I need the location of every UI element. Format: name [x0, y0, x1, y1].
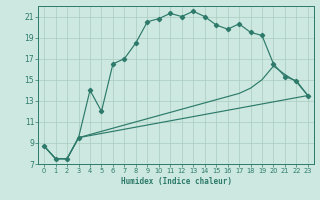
X-axis label: Humidex (Indice chaleur): Humidex (Indice chaleur) [121, 177, 231, 186]
